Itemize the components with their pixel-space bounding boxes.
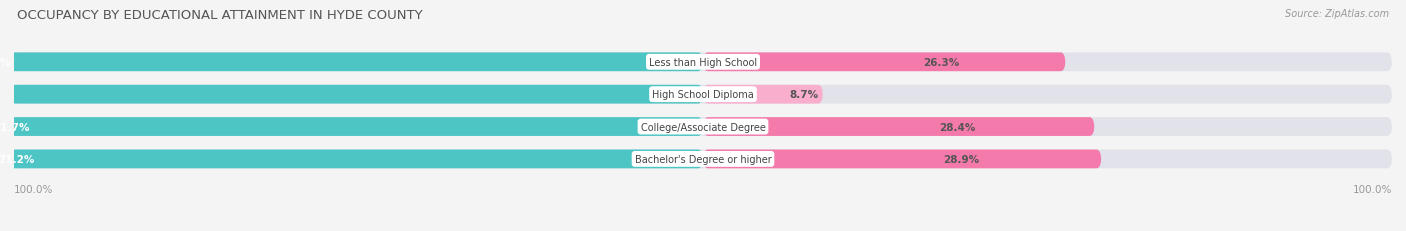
FancyBboxPatch shape (0, 150, 703, 169)
FancyBboxPatch shape (0, 118, 703, 136)
Text: 100.0%: 100.0% (1353, 184, 1392, 194)
FancyBboxPatch shape (703, 85, 823, 104)
Text: 28.9%: 28.9% (942, 154, 979, 164)
FancyBboxPatch shape (14, 85, 1392, 104)
Text: 8.7%: 8.7% (790, 90, 818, 100)
Text: 71.7%: 71.7% (0, 122, 30, 132)
Text: College/Associate Degree: College/Associate Degree (641, 122, 765, 132)
Text: Less than High School: Less than High School (650, 58, 756, 67)
Text: Source: ZipAtlas.com: Source: ZipAtlas.com (1285, 9, 1389, 19)
Text: 73.7%: 73.7% (0, 58, 10, 67)
FancyBboxPatch shape (703, 53, 1066, 72)
FancyBboxPatch shape (0, 85, 703, 104)
FancyBboxPatch shape (14, 53, 1392, 72)
Text: 28.4%: 28.4% (939, 122, 976, 132)
Text: High School Diploma: High School Diploma (652, 90, 754, 100)
FancyBboxPatch shape (0, 53, 703, 72)
Text: Bachelor's Degree or higher: Bachelor's Degree or higher (634, 154, 772, 164)
Text: 100.0%: 100.0% (14, 184, 53, 194)
Text: 26.3%: 26.3% (922, 58, 959, 67)
Text: OCCUPANCY BY EDUCATIONAL ATTAINMENT IN HYDE COUNTY: OCCUPANCY BY EDUCATIONAL ATTAINMENT IN H… (17, 9, 422, 22)
Text: 71.2%: 71.2% (0, 154, 35, 164)
FancyBboxPatch shape (14, 150, 1392, 169)
FancyBboxPatch shape (703, 150, 1101, 169)
FancyBboxPatch shape (703, 118, 1094, 136)
FancyBboxPatch shape (14, 118, 1392, 136)
